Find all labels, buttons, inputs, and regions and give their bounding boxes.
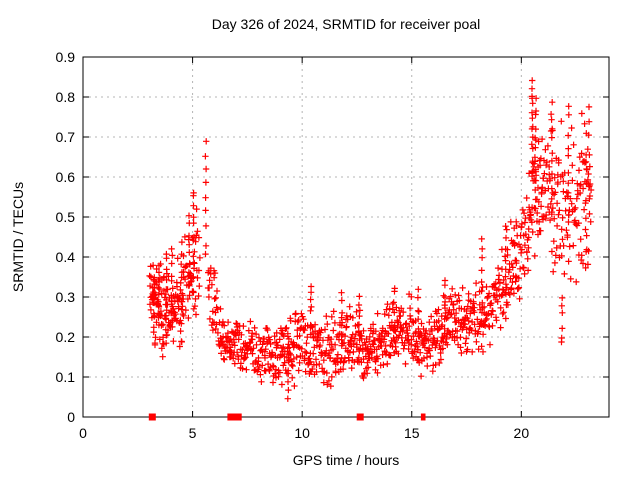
y-tick-label: 0.9 [56,49,76,65]
x-tick-label: 20 [514,425,530,441]
x-tick-label: 5 [189,425,197,441]
zero-square-marker [148,413,156,421]
chart-title: Day 326 of 2024, SRMTID for receiver poa… [211,16,481,32]
y-tick-label: 0.8 [56,89,76,105]
plot-border [82,56,610,418]
zero-square-marker [356,413,364,421]
y-tick-label: 0.6 [56,169,76,185]
y-tick-label: 0.1 [56,369,76,385]
zero-thin-marker [423,413,426,421]
x-tick-label: 15 [404,425,420,441]
y-tick-label: 0.4 [56,249,76,265]
zero-square-marker [234,413,242,421]
y-tick-label: 0.7 [56,129,76,145]
zero-thin-marker [420,413,424,421]
y-tick-label: 0.3 [56,289,76,305]
y-tick-label: 0.5 [56,209,76,225]
x-axis-label: GPS time / hours [292,452,400,468]
zero-square-marker [227,413,235,421]
y-tick-label: 0 [67,409,75,425]
y-axis-label: SRMTID / TECUs [10,181,26,293]
x-tick-label: 0 [79,425,87,441]
x-tick-label: 10 [294,425,310,441]
y-tick-label: 0.2 [56,329,76,345]
scatter-points [146,77,595,402]
